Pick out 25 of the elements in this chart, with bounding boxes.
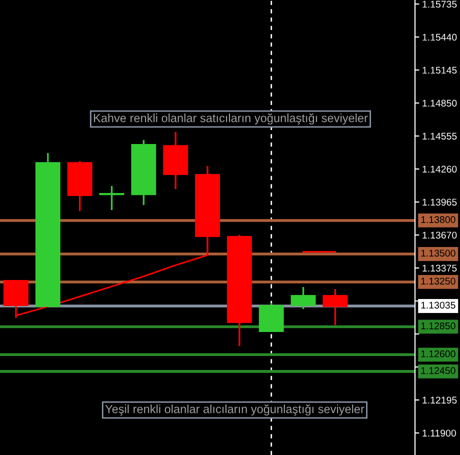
y-tick-label: 1.15145 — [422, 66, 457, 74]
ref-line-label: 1.13035 — [421, 302, 456, 309]
y-tick-label: 1.13375 — [422, 264, 457, 272]
annotation: Yeşil renkli olanlar alıcıların yoğunlaştığı seviyeler — [105, 404, 364, 416]
candlestick — [163, 131, 188, 190]
ref-line-label: 1.12850 — [421, 322, 456, 330]
y-tick-label: 1.11900 — [422, 430, 456, 437]
y-tick-label: 1.13965 — [422, 198, 457, 206]
candlestick — [322, 288, 348, 326]
ref-line-label: 1.12450 — [421, 367, 456, 374]
ref-line-label: 1.13500 — [421, 250, 456, 257]
y-tick-label: 1.13670 — [422, 232, 457, 239]
ref-line-label: 1.13800 — [421, 216, 456, 224]
ref-line-label: 1.13250 — [421, 278, 456, 285]
y-tick-label: 1.15440 — [422, 34, 457, 41]
candlestick — [226, 234, 252, 347]
y-tick-label: 1.14260 — [422, 166, 457, 173]
ref-line-label: 1.12600 — [421, 350, 456, 358]
y-tick-label: 1.15735 — [422, 0, 457, 8]
y-tick-label: 1.14555 — [422, 132, 457, 140]
candlestick — [35, 152, 60, 308]
y-tick-label: 1.12195 — [422, 396, 457, 404]
y-tick-label: 1.14850 — [422, 100, 457, 107]
annotation: Kahve renkli olanlar satıcıların yoğunlaştığı seviyeler — [94, 113, 368, 125]
candlestick — [258, 302, 284, 332]
